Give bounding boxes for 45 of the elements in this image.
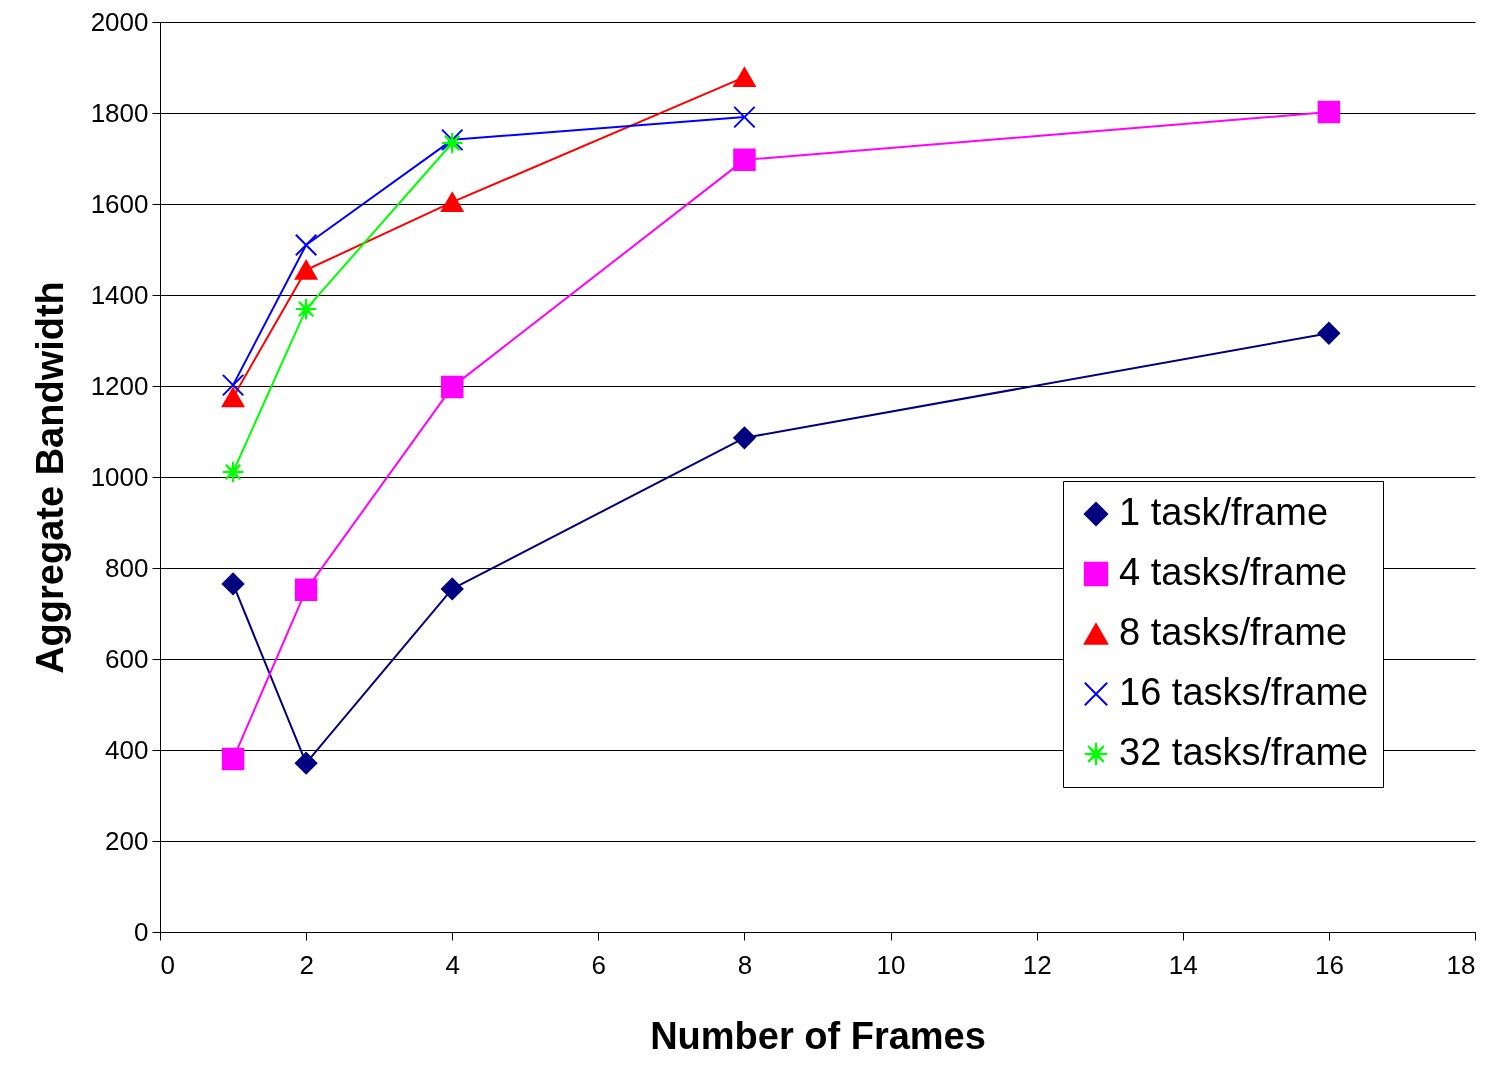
point <box>733 67 756 87</box>
y-tick-label: 1000 <box>90 461 149 492</box>
legend-label: 16 tasks/frame <box>1119 671 1369 713</box>
x-tick-label: 4 <box>445 949 460 980</box>
y-tick-label: 600 <box>105 643 149 674</box>
x-tick-label: 6 <box>591 949 607 980</box>
point <box>294 260 318 280</box>
x-tick-label: 14 <box>1168 949 1198 980</box>
y-tick-label: 0 <box>134 916 149 947</box>
point <box>294 578 318 602</box>
y-tick-label: 400 <box>105 734 149 765</box>
legend-label: 4 tasks/frame <box>1119 551 1348 593</box>
x-tick-label: 10 <box>876 949 906 980</box>
point <box>1317 100 1341 124</box>
x-tick-label: 2 <box>299 949 314 980</box>
legend-label: 1 task/frame <box>1119 491 1329 533</box>
legend-label: 8 tasks/frame <box>1119 611 1348 653</box>
legend-label: 32 tasks/frame <box>1119 731 1369 773</box>
x-tick-label: 18 <box>1446 949 1476 980</box>
x-tick-label: 0 <box>160 949 175 980</box>
point <box>440 577 464 601</box>
point <box>221 387 245 408</box>
point <box>733 148 756 172</box>
point <box>221 373 245 397</box>
y-tick-label: 1200 <box>90 370 149 401</box>
point <box>440 375 464 399</box>
point <box>221 747 245 771</box>
point <box>294 233 318 257</box>
point <box>733 105 756 129</box>
point <box>294 751 318 775</box>
point <box>440 192 464 213</box>
y-tick-label: 1800 <box>90 97 149 128</box>
point <box>221 572 245 596</box>
y-tick-label: 1600 <box>90 188 149 219</box>
point <box>1317 321 1341 345</box>
y-tick-label: 200 <box>105 825 149 856</box>
x-axis-title: Number of Frames <box>650 1014 986 1057</box>
y-tick-label: 1400 <box>90 279 149 310</box>
y-tick-label: 2000 <box>90 6 149 37</box>
x-tick-label: 12 <box>1022 949 1052 980</box>
x-tick-label: 16 <box>1314 949 1344 980</box>
point <box>733 426 756 450</box>
y-axis-title: Aggregate Bandwidth <box>28 281 71 674</box>
x-tick-label: 8 <box>737 949 753 980</box>
y-tick-label: 800 <box>105 552 149 583</box>
